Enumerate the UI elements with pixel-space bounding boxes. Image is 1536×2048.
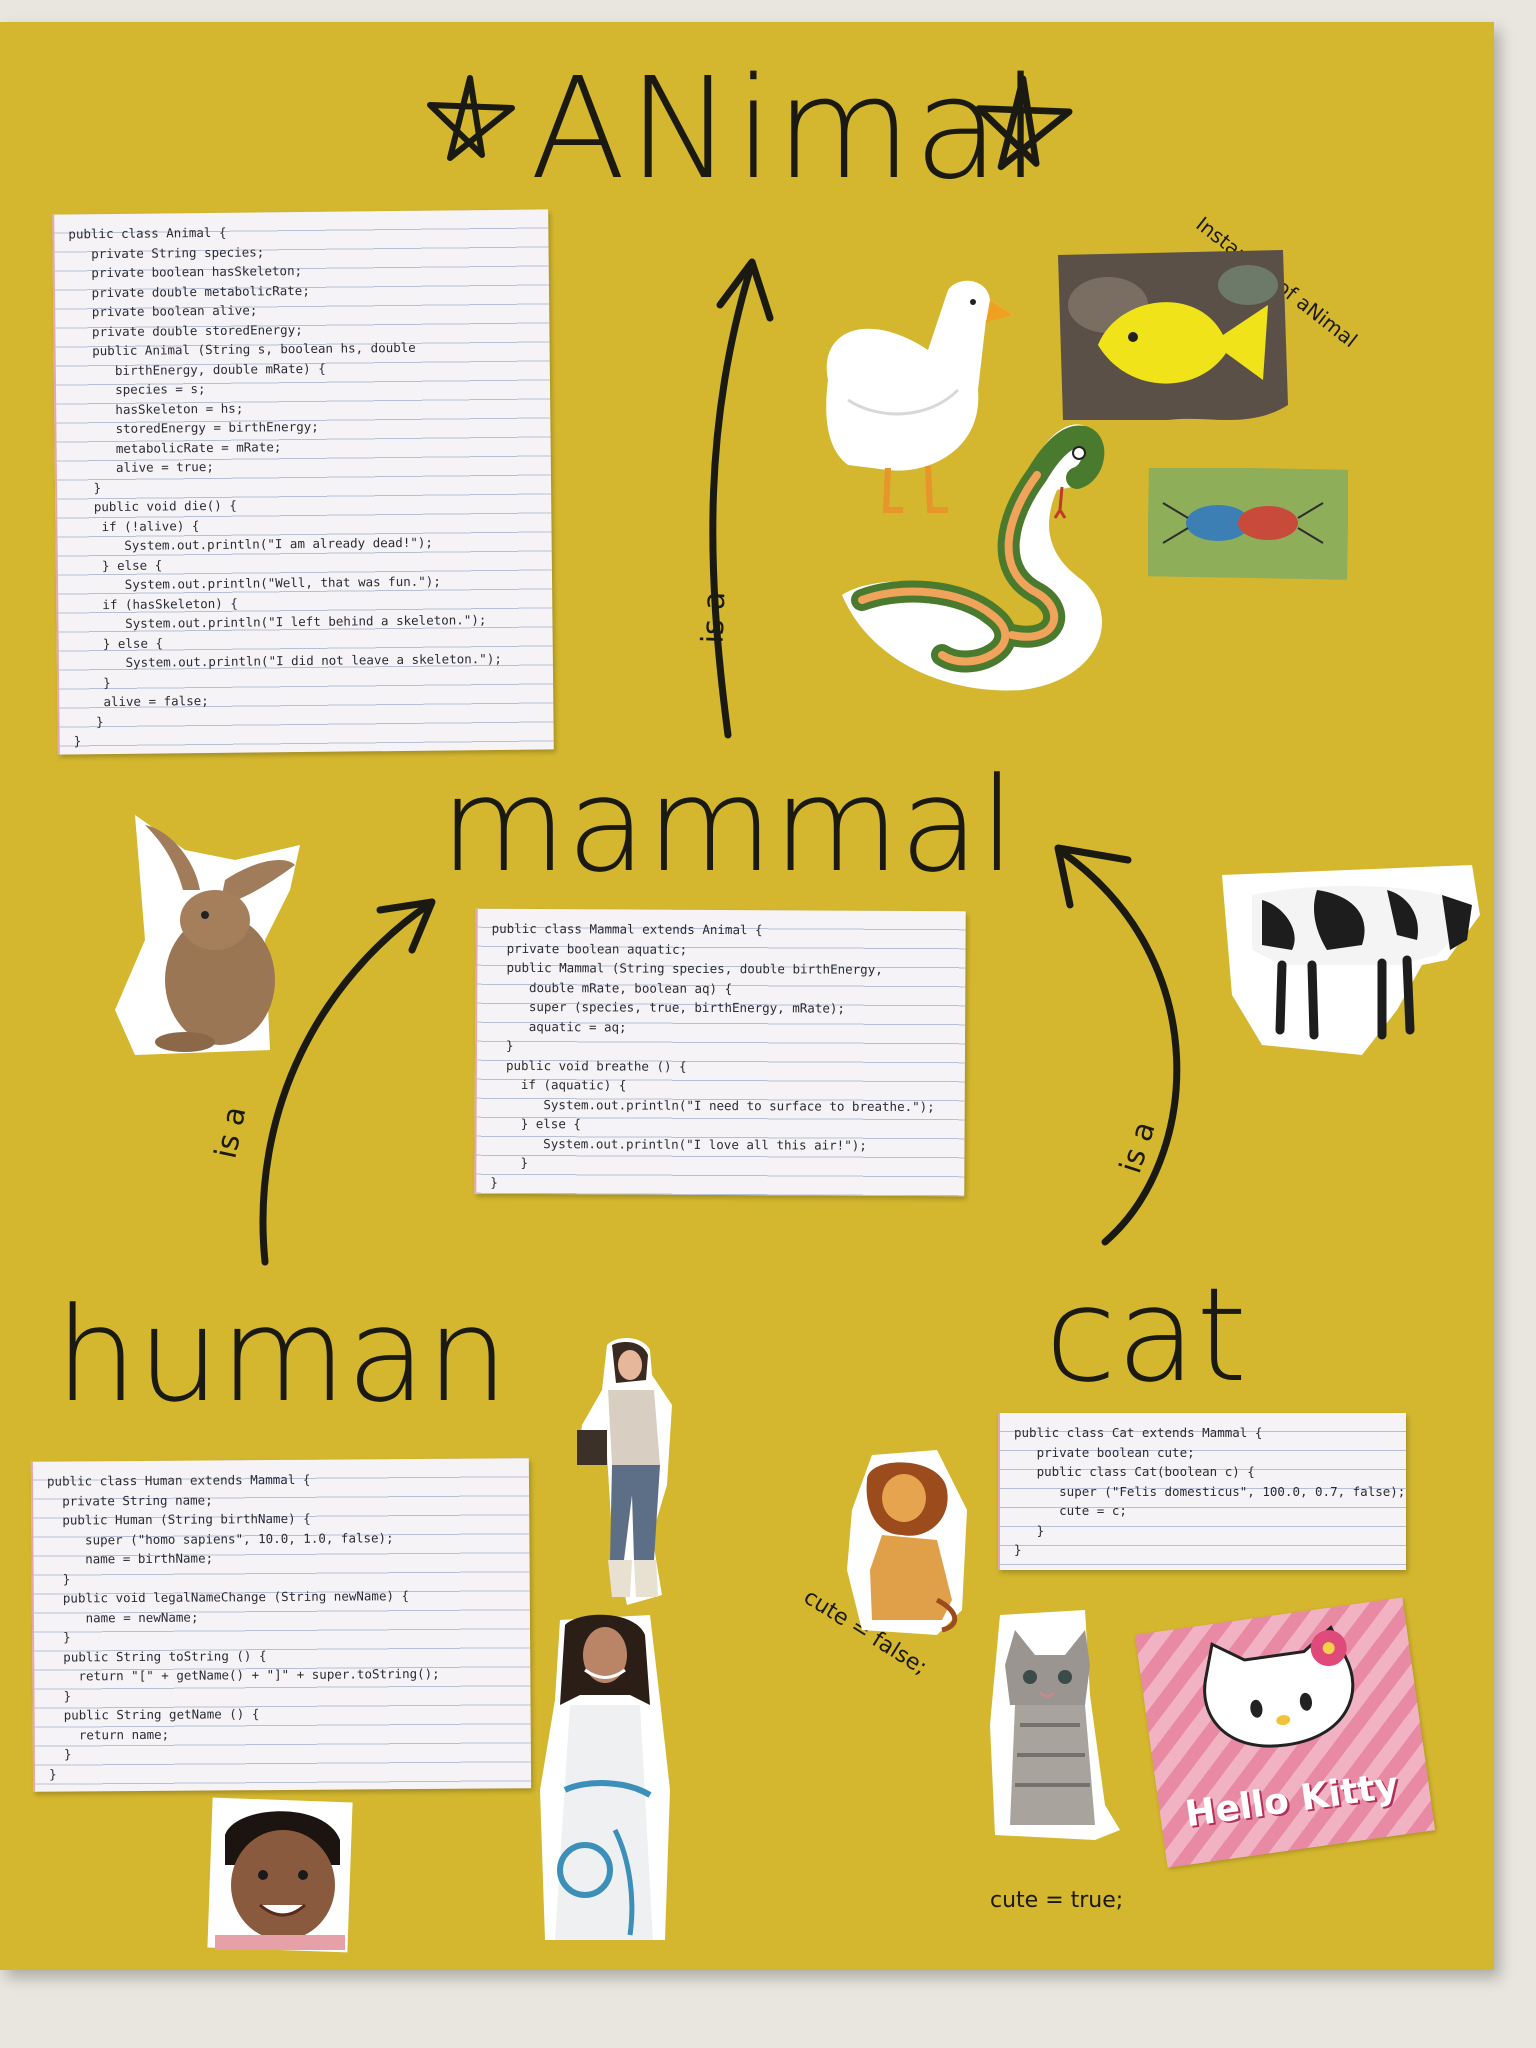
mammal-code: public class Mammal extends Animal { pri… (490, 920, 935, 1190)
animal-code-card: public class Animal { private String spe… (52, 209, 554, 755)
star-icon-left (427, 75, 515, 161)
duck-image (826, 280, 1013, 513)
human-code: public class Human extends Mammal { priv… (46, 1471, 440, 1782)
snake-image (842, 424, 1105, 691)
relation-label: is a (695, 590, 733, 645)
cat-code: public class Cat extends Mammal { privat… (1014, 1425, 1406, 1557)
heading-mammal: mammal (440, 749, 1016, 901)
cat-code-card: public class Cat extends Mammal { privat… (998, 1413, 1406, 1570)
hello-kitty-face-icon (1203, 1625, 1355, 1748)
heading-human: human (55, 1279, 509, 1431)
mammal-code-card: public class Mammal extends Animal { pri… (474, 908, 966, 1197)
woman-dress-image (540, 1614, 670, 1940)
human-code-card: public class Human extends Mammal { priv… (30, 1458, 532, 1792)
heading-cat: cat (1045, 1259, 1248, 1411)
hello-kitty-image: Hello Kitty (1134, 1597, 1436, 1868)
cute-true-caption: cute = true; (990, 1888, 1124, 1913)
cow-image (1222, 865, 1480, 1055)
title-animal: ANimal (530, 48, 1043, 211)
baby-image (207, 1797, 353, 1953)
woman-phone-image (577, 1338, 672, 1605)
animal-code: public class Animal { private String spe… (68, 224, 502, 749)
lion-image (847, 1450, 967, 1635)
rabbit-image (115, 815, 300, 1055)
kitten-image (990, 1610, 1120, 1840)
fish-image (1058, 250, 1288, 420)
beetles-image (1148, 468, 1348, 580)
star-icon-right (975, 75, 1073, 171)
